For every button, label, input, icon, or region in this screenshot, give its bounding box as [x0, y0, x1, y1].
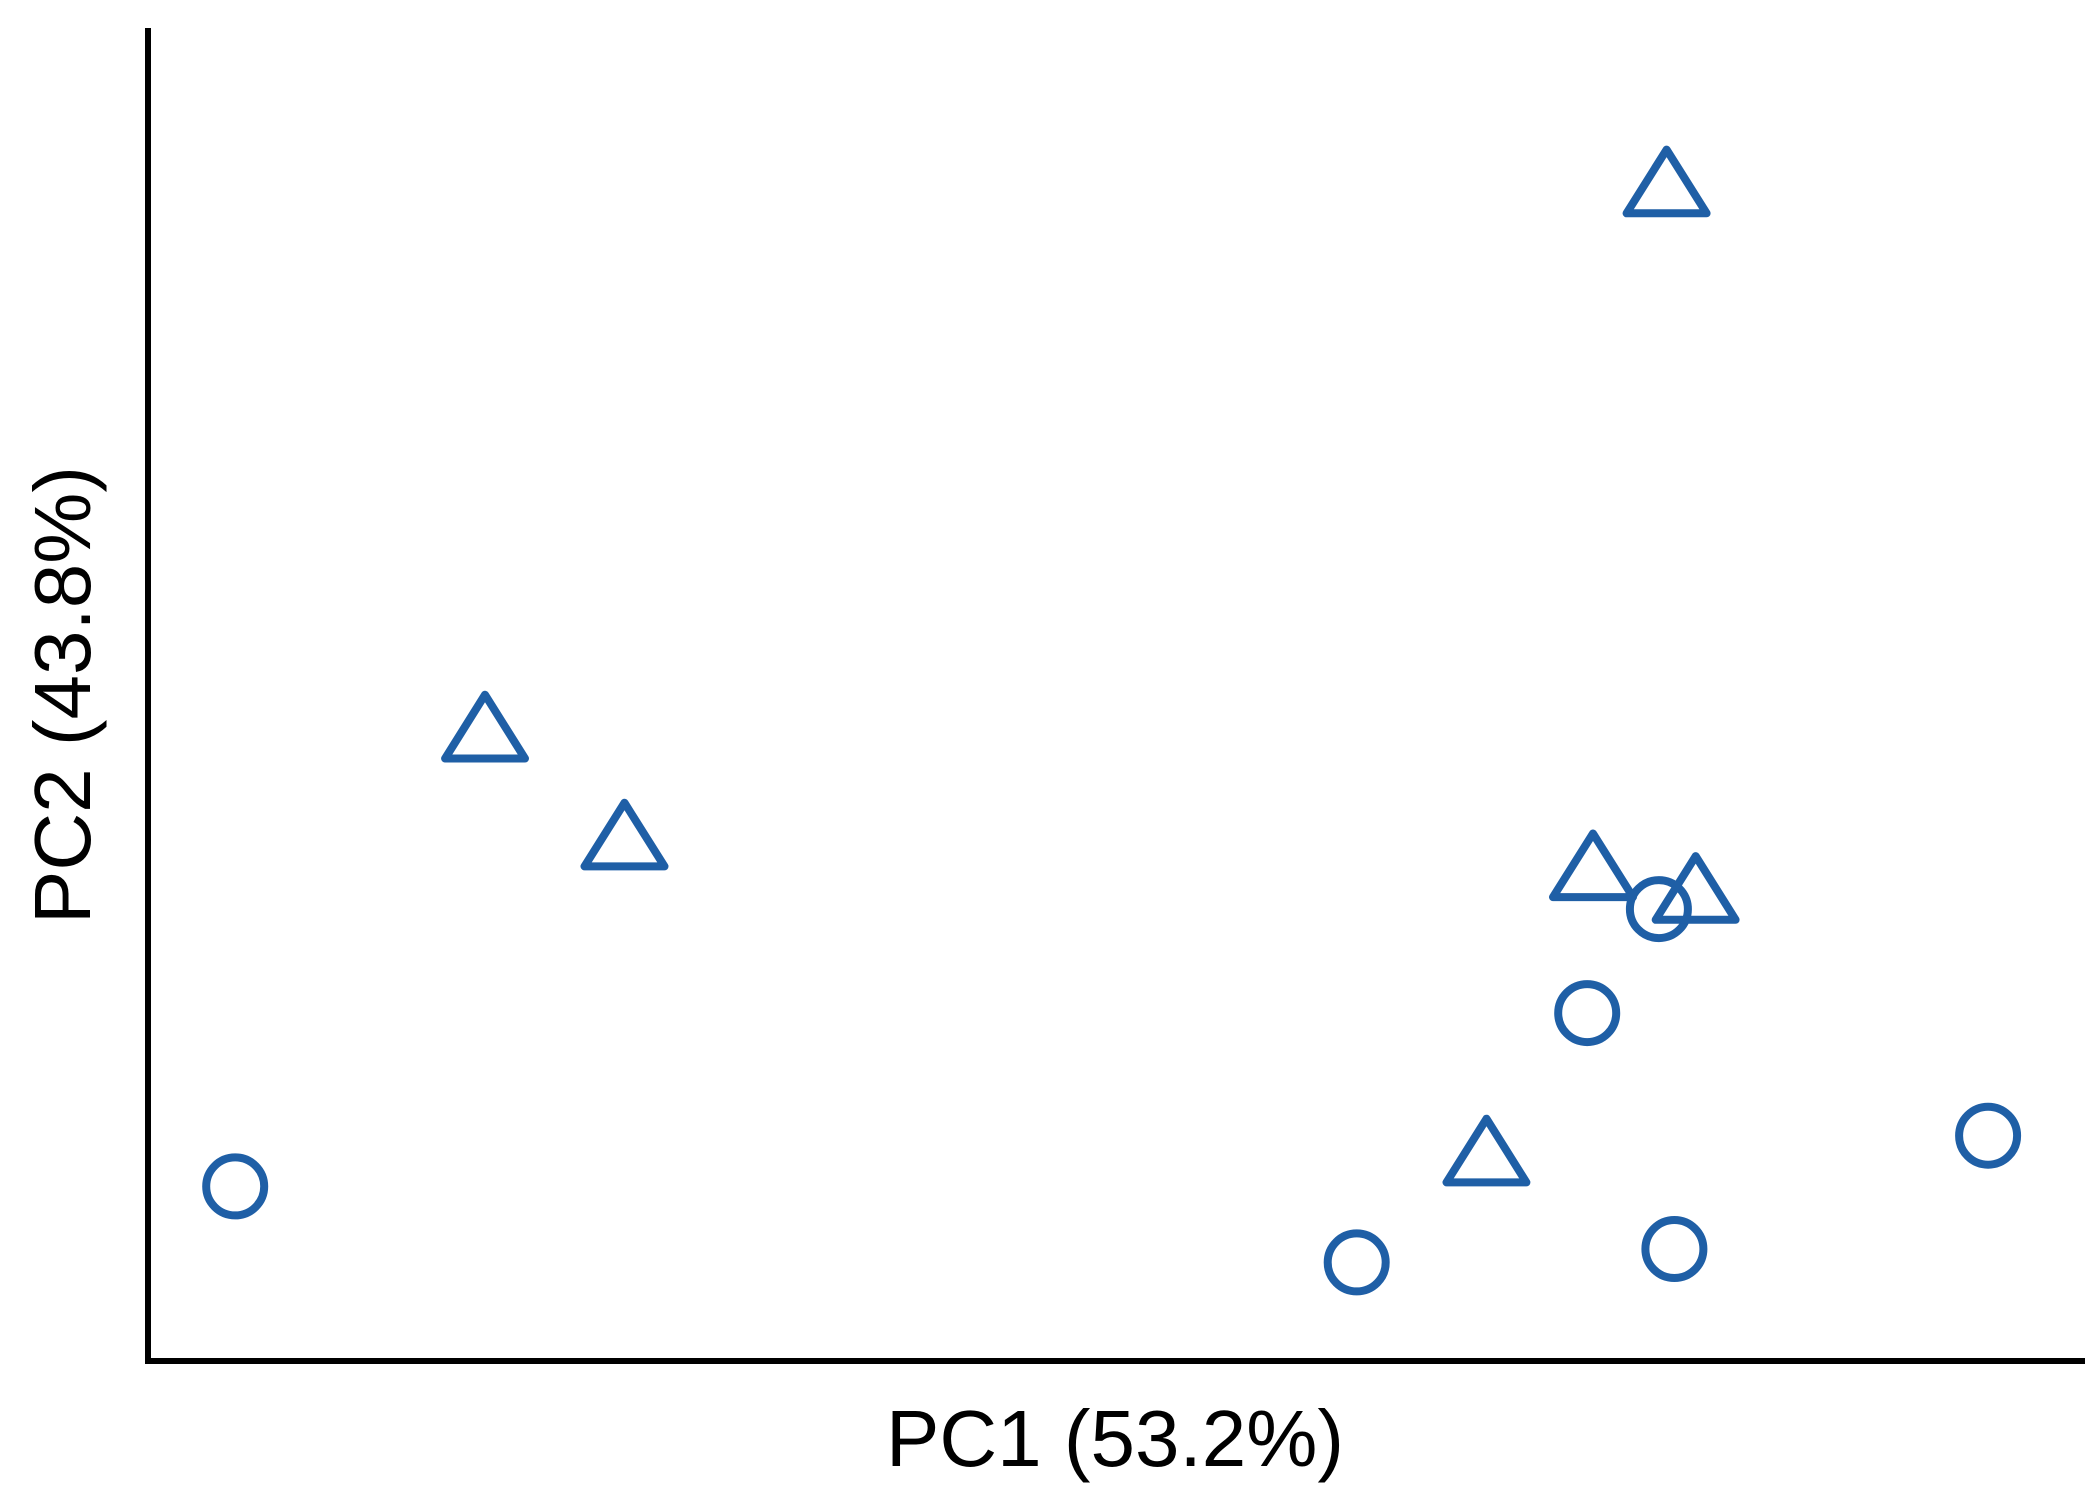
- circle-point: [1641, 1216, 1708, 1282]
- triangle-point: [1651, 852, 1740, 924]
- circle-point: [202, 1153, 269, 1220]
- circle-point: [1625, 876, 1692, 943]
- triangle-point: [441, 690, 529, 763]
- circle-point: [1323, 1229, 1390, 1296]
- scatter-points: [202, 145, 2022, 1296]
- y-axis-label: PC2 (43.8%): [18, 466, 107, 924]
- triangle-point: [1622, 145, 1711, 218]
- triangle-point: [1549, 829, 1637, 902]
- circle-point: [1955, 1102, 2022, 1169]
- triangle-point: [580, 798, 669, 871]
- circle-point: [1554, 980, 1621, 1047]
- x-axis-label: PC1 (53.2%): [886, 1394, 1344, 1483]
- triangle-point: [1442, 1114, 1531, 1187]
